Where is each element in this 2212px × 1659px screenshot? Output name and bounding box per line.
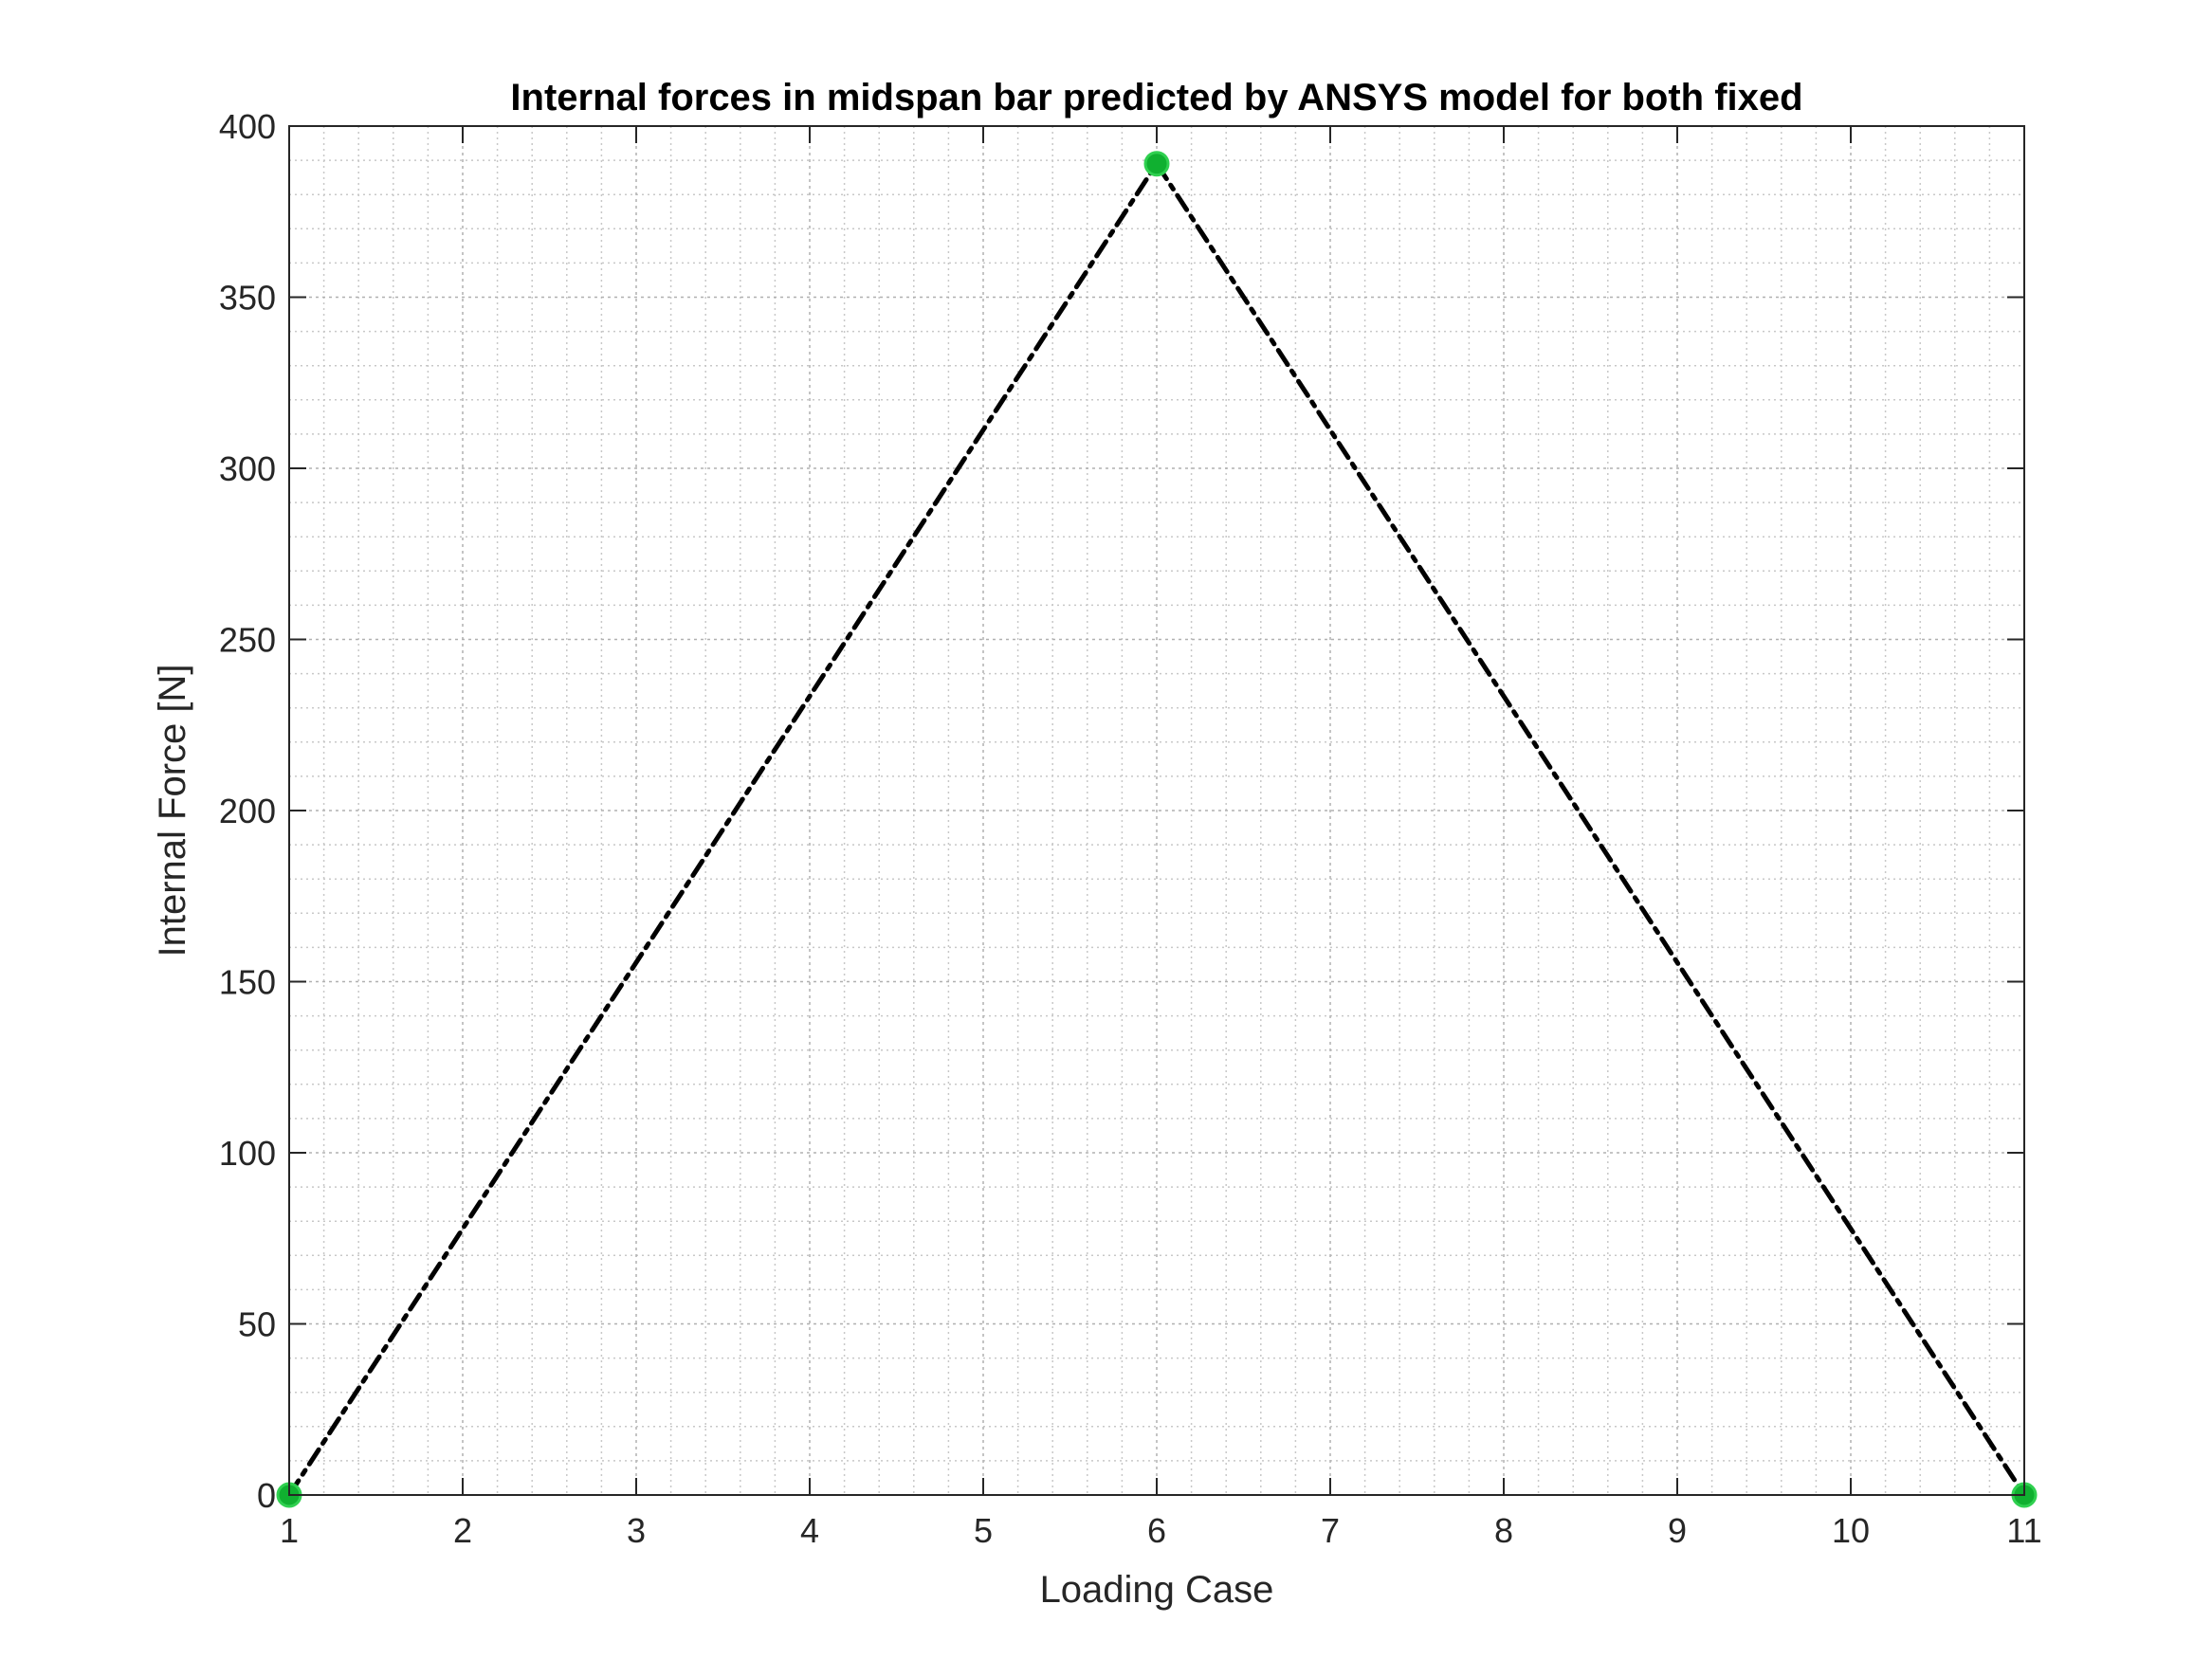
data-point-marker [1143,151,1170,177]
y-tick-label: 300 [219,449,276,488]
x-tick-label: 10 [1832,1511,1870,1550]
tick-marks [288,125,2025,1496]
x-tick-label: 8 [1494,1511,1513,1550]
y-axis-label: Internal Force [N] [152,664,193,957]
y-tick-labels: 0 50 100 150 200 250 300 350 400 [219,107,276,1515]
chart-title: Internal forces in midspan bar predicted… [510,77,1802,118]
y-tick-label: 150 [219,963,276,1002]
x-tick-label: 7 [1321,1511,1340,1550]
y-tick-label: 250 [219,621,276,660]
minor-grid [289,126,2024,1495]
y-tick-label: 200 [219,792,276,830]
x-tick-label: 4 [800,1511,819,1550]
y-tick-label: 350 [219,279,276,318]
x-tick-label: 6 [1147,1511,1166,1550]
x-tick-label: 3 [627,1511,646,1550]
x-tick-labels: 1 2 3 4 5 6 7 8 9 10 11 [280,1511,2042,1550]
x-axis-label: Loading Case [1040,1569,1274,1611]
x-tick-label: 1 [280,1511,299,1550]
x-tick-label: 9 [1668,1511,1687,1550]
y-tick-label: 50 [238,1305,276,1344]
y-tick-label: 400 [219,107,276,146]
y-tick-label: 0 [257,1476,276,1515]
y-tick-label: 100 [219,1134,276,1173]
x-tick-label: 5 [974,1511,993,1550]
x-tick-label: 2 [453,1511,472,1550]
x-tick-label: 11 [2006,1511,2041,1550]
